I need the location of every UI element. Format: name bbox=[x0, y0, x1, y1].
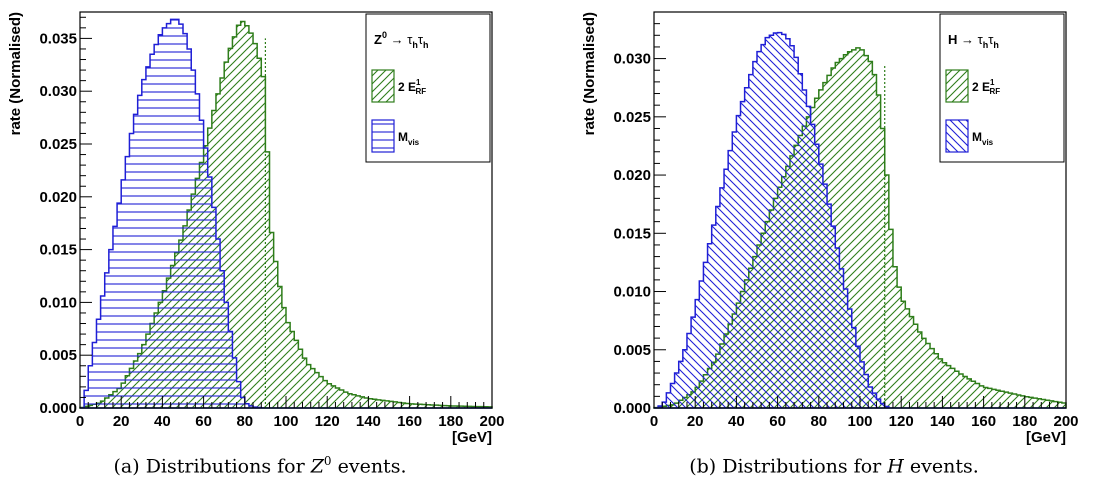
y-tick-label: 0.030 bbox=[613, 51, 651, 68]
y-axis-label: rate (Normalised) bbox=[581, 12, 598, 135]
chart-panel-b: 0 20 40 60 80 100 120 140 160 180 200 0.000 0.005 0.0… bbox=[574, 0, 1094, 500]
x-tick-label: 100 bbox=[273, 413, 298, 430]
legend-title-sup: 0 bbox=[382, 30, 387, 40]
legend-title-mid: τ bbox=[418, 32, 424, 47]
x-tick-label: 0 bbox=[650, 413, 658, 430]
x-tick-label: 140 bbox=[356, 413, 381, 430]
y-tick-label: 0.000 bbox=[39, 400, 77, 417]
x-tick-label: 180 bbox=[1012, 413, 1037, 430]
x-tick-label: 120 bbox=[889, 413, 914, 430]
legend-title-main: H bbox=[948, 32, 957, 47]
y-tick-label: 0.020 bbox=[39, 189, 77, 206]
y-tick-label: 0.015 bbox=[613, 225, 651, 242]
legend-label-sub: vis bbox=[982, 138, 994, 147]
x-tick-label: 160 bbox=[971, 413, 996, 430]
x-tick-label: 60 bbox=[769, 413, 786, 430]
legend-title-sub1: h bbox=[412, 40, 418, 50]
x-tick-label: 200 bbox=[479, 413, 504, 430]
caption-a-sup: 0 bbox=[323, 454, 332, 468]
legend-label-sup: 1 bbox=[416, 78, 421, 87]
y-tick-label: 0.025 bbox=[39, 136, 77, 153]
y-tick-label: 0.000 bbox=[613, 400, 651, 417]
legend-title-mid: τ bbox=[988, 32, 994, 47]
legend-label-main: 2 E bbox=[972, 80, 990, 94]
legend-title-main: Z bbox=[374, 32, 382, 47]
chart-panel-a: 0 20 40 60 80 100 120 140 160 180 200 0.000 0.005 0.0… bbox=[0, 0, 520, 500]
legend-title: Z0 → τhτh bbox=[374, 30, 428, 50]
x-tick-label: 80 bbox=[810, 413, 827, 430]
legend-label-0: 2 E1 RF bbox=[972, 78, 1000, 96]
legend-title-arrow: → τ bbox=[387, 32, 413, 47]
legend-label-1: Mvis bbox=[398, 130, 420, 147]
y-tick-label: 0.005 bbox=[613, 342, 651, 359]
legend-title-sub1: h bbox=[983, 40, 989, 50]
legend-label-sub: RF bbox=[415, 87, 426, 96]
x-tick-label: 200 bbox=[1053, 413, 1078, 430]
caption-b-post: events. bbox=[903, 455, 979, 478]
x-axis-label: [GeV] bbox=[452, 429, 492, 446]
caption-a-symbol: Z bbox=[310, 455, 324, 478]
legend-swatch-1 bbox=[371, 119, 395, 153]
y-axis-label: rate (Normalised) bbox=[7, 12, 24, 135]
x-axis-label: [GeV] bbox=[1026, 429, 1066, 446]
legend-swatch-0 bbox=[945, 69, 969, 103]
caption-b: (b) Distributions for H events. bbox=[574, 454, 1094, 477]
legend-label-0: 2 E1 RF bbox=[398, 78, 426, 96]
chart-b-svg: 0 20 40 60 80 100 120 140 160 180 200 0.000 0.005 0.0… bbox=[581, 11, 1079, 446]
x-tick-label: 120 bbox=[315, 413, 340, 430]
x-tick-label: 40 bbox=[728, 413, 745, 430]
x-tick-label: 100 bbox=[847, 413, 872, 430]
caption-a: (a) Distributions for Z0 events. bbox=[0, 454, 520, 477]
y-tick-label: 0.010 bbox=[613, 284, 651, 301]
legend-label-sup: 1 bbox=[990, 78, 995, 87]
x-tick-label: 80 bbox=[236, 413, 253, 430]
x-tick-label: 160 bbox=[397, 413, 422, 430]
y-tick-label: 0.025 bbox=[613, 109, 651, 126]
y-tick-label: 0.005 bbox=[39, 347, 77, 364]
y-tick-label: 0.015 bbox=[39, 242, 77, 259]
x-tick-label: 0 bbox=[76, 413, 84, 430]
x-tick-label: 60 bbox=[195, 413, 212, 430]
legend-title-sub2: h bbox=[993, 40, 999, 50]
x-tick-label: 180 bbox=[438, 413, 463, 430]
x-tick-label: 20 bbox=[687, 413, 704, 430]
caption-a-pre: (a) Distributions for bbox=[113, 455, 311, 478]
legend-label-sub: vis bbox=[408, 138, 420, 147]
chart-a-svg: 0 20 40 60 80 100 120 140 160 180 200 0.000 0.005 0.0… bbox=[7, 11, 505, 446]
x-tick-label: 40 bbox=[154, 413, 171, 430]
caption-b-symbol: H bbox=[887, 455, 904, 478]
legend-label-sub: RF bbox=[989, 87, 1000, 96]
caption-a-post: events. bbox=[331, 455, 407, 478]
y-tick-label: 0.020 bbox=[613, 167, 651, 184]
legend-title-sub2: h bbox=[423, 40, 429, 50]
legend-title-arrow: → τ bbox=[957, 32, 983, 47]
legend-title: H → τhτh bbox=[948, 32, 999, 50]
legend-label-main: 2 E bbox=[398, 80, 416, 94]
y-tick-label: 0.010 bbox=[39, 294, 77, 311]
legend-label-1: Mvis bbox=[972, 130, 994, 147]
caption-b-pre: (b) Distributions for bbox=[689, 455, 888, 478]
legend-label-main: M bbox=[972, 130, 982, 144]
legend-swatch-0 bbox=[371, 69, 395, 103]
y-tick-label: 0.030 bbox=[39, 83, 77, 100]
x-tick-label: 20 bbox=[113, 413, 130, 430]
y-tick-label: 0.035 bbox=[39, 30, 77, 47]
x-tick-label: 140 bbox=[930, 413, 955, 430]
legend-label-main: M bbox=[398, 130, 408, 144]
legend-swatch-1 bbox=[945, 119, 969, 153]
